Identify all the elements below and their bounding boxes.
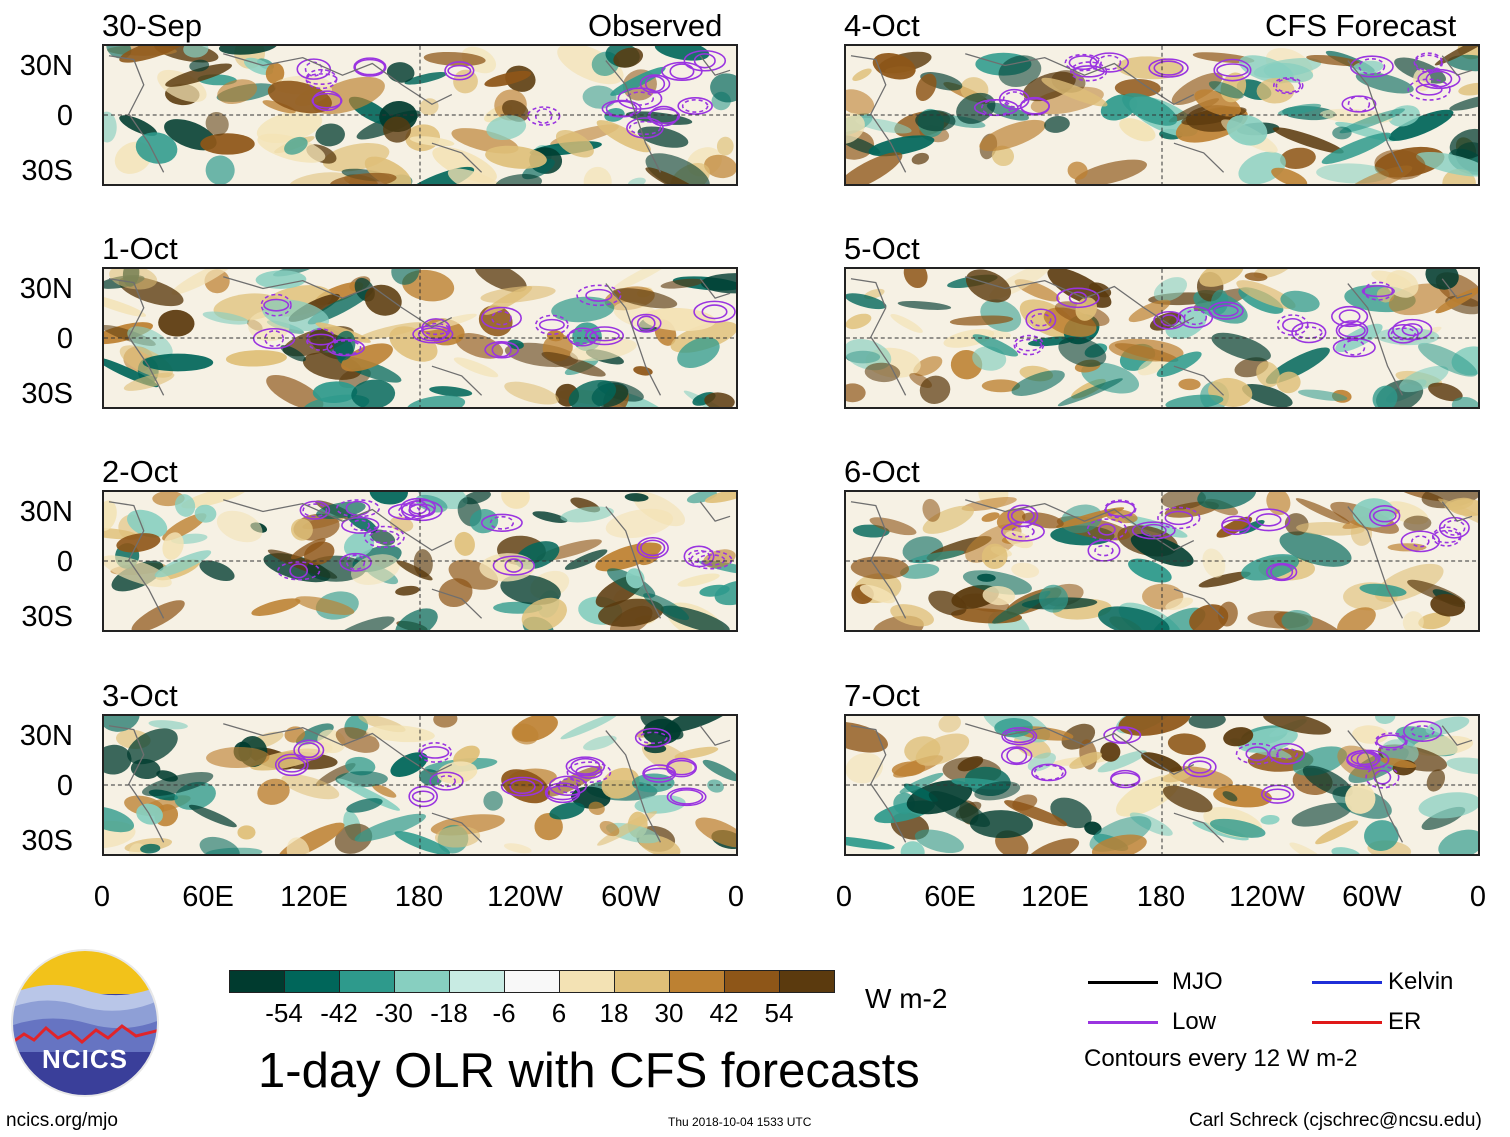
colorbar-tick: -42	[320, 998, 358, 1028]
footer-url[interactable]: ncics.org/mjo	[6, 1110, 118, 1131]
observed-header: Observed	[588, 8, 723, 43]
legend-kelvin-line	[1312, 981, 1382, 984]
xtick-left-60w: 60W	[601, 881, 661, 913]
colorbar-cell	[669, 970, 725, 993]
latitude-label: 30N	[19, 273, 73, 305]
latitude-label: 30N	[19, 50, 73, 82]
latitude-label: 0	[56, 100, 73, 132]
map-panel-5-oct	[844, 267, 1480, 409]
panel-date-label: 7-Oct	[844, 678, 920, 713]
colorbar-cell	[394, 970, 450, 993]
colorbar-cell	[559, 970, 615, 993]
legend-mjo-line	[1088, 981, 1158, 984]
xtick-left-0-end: 0	[727, 881, 745, 913]
ncics-logo: NCICS	[10, 948, 160, 1098]
colorbar-tick: -18	[430, 998, 468, 1028]
map-panel-6-oct	[844, 490, 1480, 632]
xtick-right-180: 180	[1136, 881, 1186, 913]
xtick-left-0: 0	[93, 881, 111, 913]
colorbar-tick: 42	[709, 998, 739, 1028]
latitude-label: 30S	[21, 825, 73, 857]
panel-date-label: 1-Oct	[102, 231, 178, 266]
xtick-left-120e: 120E	[280, 881, 348, 913]
xtick-right-0-end: 0	[1469, 881, 1487, 913]
legend-er-label: ER	[1388, 1008, 1422, 1035]
latitude-label: 30S	[21, 378, 73, 410]
main-title: 1-day OLR with CFS forecasts	[258, 1044, 920, 1098]
map-panel-4-oct	[844, 44, 1480, 186]
colorbar-tick: 30	[654, 998, 684, 1028]
colorbar-cell	[284, 970, 340, 993]
latitude-label: 30S	[21, 601, 73, 633]
panel-date-label: 3-Oct	[102, 678, 178, 713]
footer-timestamp: Thu 2018-10-04 1533 UTC	[668, 1115, 812, 1129]
legend-er-line	[1312, 1021, 1382, 1024]
xtick-left-60e: 60E	[182, 881, 234, 913]
colorbar-cell	[504, 970, 560, 993]
colorbar-cell	[339, 970, 395, 993]
colorbar-tick: 18	[599, 998, 629, 1028]
panel-date-label: 4-Oct	[844, 8, 920, 43]
map-panel-1-oct	[102, 267, 738, 409]
panel-date-label: 5-Oct	[844, 231, 920, 266]
latitude-label: 0	[56, 770, 73, 802]
latitude-label: 30N	[19, 496, 73, 528]
xtick-right-60w: 60W	[1342, 881, 1402, 913]
xtick-left-120w: 120W	[487, 881, 563, 913]
colorbar-cell	[614, 970, 670, 993]
colorbar-units: W m-2	[865, 983, 948, 1014]
xtick-right-60e: 60E	[924, 881, 976, 913]
colorbar-tick: -30	[375, 998, 413, 1028]
logo-text: NCICS	[42, 1044, 128, 1074]
colorbar-tick: 6	[551, 998, 567, 1028]
panel-date-label: 30-Sep	[102, 8, 202, 43]
map-panel-2-oct	[102, 490, 738, 632]
xtick-right-0: 0	[835, 881, 853, 913]
latitude-label: 30S	[21, 155, 73, 187]
map-panel-30-sep	[102, 44, 738, 186]
colorbar-tick: -54	[265, 998, 303, 1028]
colorbar-cell	[724, 970, 780, 993]
panel-date-label: 2-Oct	[102, 454, 178, 489]
colorbar-tick: -6	[492, 998, 516, 1028]
footer-credit: Carl Schreck (cjschrec@ncsu.edu)	[1189, 1110, 1482, 1131]
xtick-right-120w: 120W	[1229, 881, 1305, 913]
map-panel-7-oct	[844, 714, 1480, 856]
latitude-label: 0	[56, 323, 73, 355]
cfs-forecast-header: CFS Forecast	[1265, 8, 1457, 43]
contour-interval-note: Contours every 12 W m-2	[1084, 1045, 1358, 1072]
colorbar-cell	[229, 970, 285, 993]
panel-date-label: 6-Oct	[844, 454, 920, 489]
legend-low-line	[1088, 1021, 1158, 1024]
legend-mjo-label: MJO	[1172, 968, 1223, 995]
legend-kelvin-label: Kelvin	[1388, 968, 1454, 995]
colorbar-tick: 54	[764, 998, 794, 1028]
xtick-right-120e: 120E	[1021, 881, 1089, 913]
map-panel-3-oct	[102, 714, 738, 856]
xtick-left-180: 180	[394, 881, 444, 913]
latitude-label: 0	[56, 546, 73, 578]
legend-low-label: Low	[1172, 1008, 1217, 1035]
latitude-label: 30N	[19, 720, 73, 752]
colorbar-cell	[779, 970, 835, 993]
colorbar-cell	[449, 970, 505, 993]
